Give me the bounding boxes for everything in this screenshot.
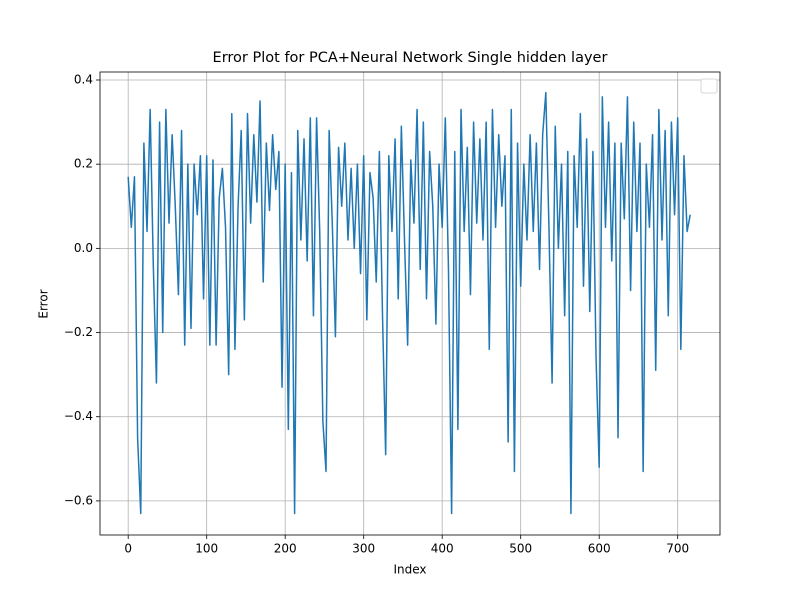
plot-frame xyxy=(99,71,721,536)
y-tick-label: 0.2 xyxy=(74,157,93,171)
x-tick-label: 100 xyxy=(195,542,218,556)
y-tick-label: −0.2 xyxy=(64,325,93,339)
x-axis-label: Index xyxy=(393,563,426,577)
chart-title: Error Plot for PCA+Neural Network Single… xyxy=(213,50,608,66)
x-tick-label: 600 xyxy=(588,542,611,556)
x-tick-label: 400 xyxy=(431,542,454,556)
x-tick-label: 700 xyxy=(666,542,689,556)
y-tick-label: 0.0 xyxy=(74,241,93,255)
legend-box xyxy=(700,78,718,94)
x-tick-label: 500 xyxy=(509,542,532,556)
x-tick-label: 200 xyxy=(274,542,297,556)
x-tick-label: 0 xyxy=(124,542,132,556)
y-tick-label: 0.4 xyxy=(74,72,93,86)
y-tick-label: −0.4 xyxy=(64,409,93,423)
data-line xyxy=(127,91,691,515)
x-tick-label: 300 xyxy=(352,542,375,556)
y-axis-label: Error xyxy=(37,289,51,318)
y-tick-label: −0.6 xyxy=(64,493,93,507)
